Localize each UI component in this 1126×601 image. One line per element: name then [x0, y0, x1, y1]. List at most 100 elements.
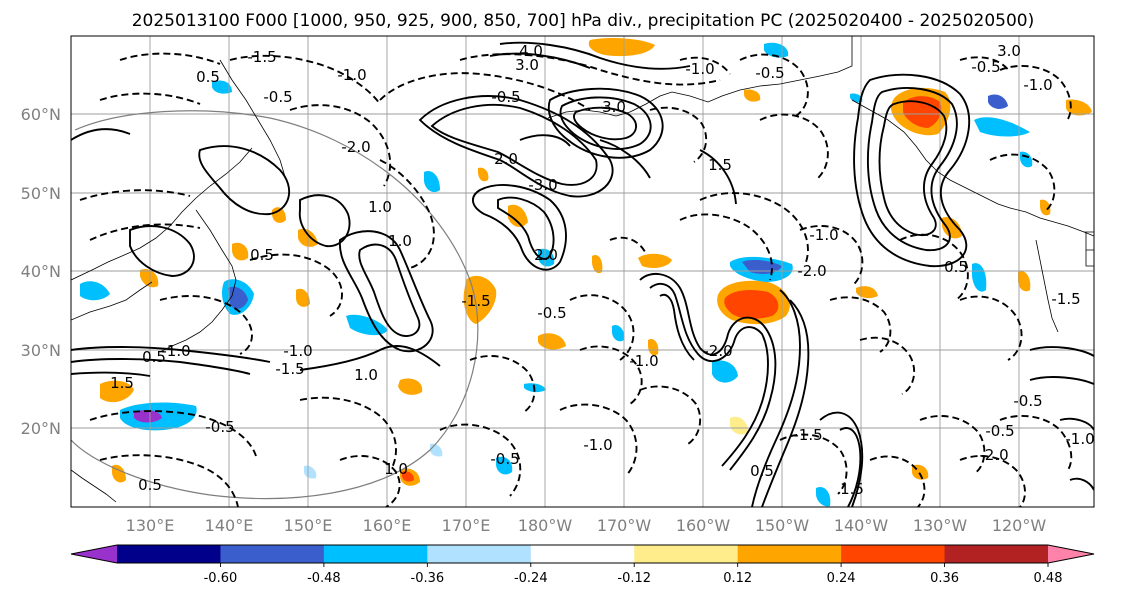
- contour-line: [499, 41, 691, 70]
- contour-label: 3.0: [997, 42, 1021, 60]
- contour-label: 1.5: [110, 374, 134, 392]
- colorbar-segment: [530, 545, 635, 563]
- contour-label: -0.5: [491, 88, 520, 106]
- contour-line: [299, 345, 441, 371]
- contour-line: [198, 145, 290, 216]
- precip-patch: [232, 242, 249, 261]
- contour-line: [878, 100, 948, 236]
- precip-patch: [724, 290, 779, 319]
- precip-patch: [712, 360, 738, 383]
- contour-line: [829, 296, 892, 353]
- precip-patch: [612, 324, 625, 342]
- contour-line: [89, 410, 257, 457]
- contour-line: [430, 104, 598, 186]
- precip-patch: [730, 416, 748, 435]
- lon-tick-label: 160°E: [363, 516, 412, 535]
- precip-patch: [856, 286, 878, 299]
- lon-tick-label: 120°W: [992, 516, 1047, 535]
- lon-tick-label: 140°E: [205, 516, 254, 535]
- contour-label: -1.0: [629, 352, 658, 370]
- contour-label: -0.5: [263, 88, 292, 106]
- contour-line: [299, 396, 397, 469]
- precip-patch: [296, 288, 310, 307]
- lon-tick-label: 150°E: [284, 516, 333, 535]
- contour-line: [866, 87, 958, 252]
- contour-line: [751, 289, 801, 507]
- contour-label: -1.5: [1051, 290, 1080, 308]
- contour-label: -0.5: [755, 64, 784, 82]
- precip-patch: [398, 378, 423, 395]
- contour-label: -0.5: [971, 58, 1000, 76]
- precip-patch: [212, 80, 232, 94]
- colorbar-segment: [323, 545, 428, 563]
- precip-patch: [424, 170, 440, 193]
- contour-line: [959, 56, 1011, 73]
- contour-line: [819, 411, 864, 507]
- contour-line: [1029, 376, 1094, 385]
- lat-tick-label: 40°N: [21, 262, 61, 281]
- contour-line: [339, 455, 401, 507]
- colorbar-tick-label: 0.36: [930, 571, 959, 586]
- contour-line: [839, 427, 862, 507]
- contour-line: [1059, 417, 1094, 431]
- precip-patch: [463, 275, 497, 324]
- contour-line: [71, 128, 131, 141]
- lat-tick-label: 50°N: [21, 184, 61, 203]
- lon-tick-label: 150°W: [755, 516, 810, 535]
- contour-line: [649, 106, 708, 163]
- precip-patch: [134, 410, 162, 423]
- map-panel: 4.0 3.0 3.0 3.0 -1.0 -1.5 -0.5 0.5 -2.0 …: [70, 35, 1095, 508]
- contour-label: -2.0: [703, 342, 732, 360]
- colorbar-segment: [944, 545, 1049, 563]
- contour-line: [418, 95, 614, 198]
- contour-line: [659, 293, 695, 361]
- contour-label: -1.5: [793, 426, 822, 444]
- contour-label: 1.5: [708, 156, 732, 174]
- contour-line: [379, 159, 435, 269]
- contour-label: -0.5: [537, 304, 566, 322]
- lon-tick-label: 160°W: [676, 516, 731, 535]
- contour-line: [569, 294, 635, 361]
- divergence-contours: [71, 41, 1094, 507]
- contour-label: 1.0: [384, 460, 408, 478]
- precip-patch: [80, 281, 110, 301]
- contour-label: 2.0: [534, 246, 558, 264]
- colorbar-tick-label: -0.36: [411, 571, 445, 586]
- precip-patch: [988, 94, 1008, 109]
- colorbar-tick-label: -0.24: [514, 571, 548, 586]
- contour-label: -0.5: [985, 422, 1014, 440]
- lon-tick-labels: 130°E 140°E 150°E 160°E 170°E 180°W 170°…: [126, 516, 1047, 535]
- contour-label: -1.5: [247, 48, 276, 66]
- lon-tick-label: 180°W: [518, 516, 573, 535]
- colorbar-segment: [117, 545, 221, 563]
- contour-label: 1.5: [840, 480, 864, 498]
- precip-patch: [974, 117, 1030, 137]
- precip-patch: [648, 338, 659, 356]
- contour-label: -1.0: [283, 342, 312, 360]
- contour-label: -1.0: [1065, 430, 1094, 448]
- contour-label: 0.5: [196, 68, 220, 86]
- contour-label: -1.5: [275, 360, 304, 378]
- contour-line: [959, 455, 1026, 507]
- contour-line: [71, 358, 251, 375]
- contour-line: [649, 283, 769, 467]
- contour-label: 2.0: [494, 150, 518, 168]
- lon-tick-label: 130°W: [913, 516, 968, 535]
- contour-label: 0.5: [250, 246, 274, 264]
- precip-patch: [304, 465, 317, 479]
- precip-patch: [744, 89, 761, 102]
- contour-line: [1029, 346, 1094, 357]
- precip-patch: [942, 216, 962, 239]
- colorbar: -0.60 -0.48 -0.36 -0.24 -0.12 0.12 0.24 0.36 0.4…: [70, 544, 1095, 586]
- contour-line: [919, 415, 986, 475]
- contour-label: -1.0: [1023, 76, 1052, 94]
- precip-patch: [402, 471, 414, 482]
- contour-line: [99, 454, 239, 507]
- contour-label: 3.0: [602, 98, 626, 116]
- colorbar-segment: [220, 545, 325, 563]
- contour-label: -1.0: [583, 436, 612, 454]
- contour-line: [959, 295, 1023, 361]
- contour-line: [679, 213, 773, 281]
